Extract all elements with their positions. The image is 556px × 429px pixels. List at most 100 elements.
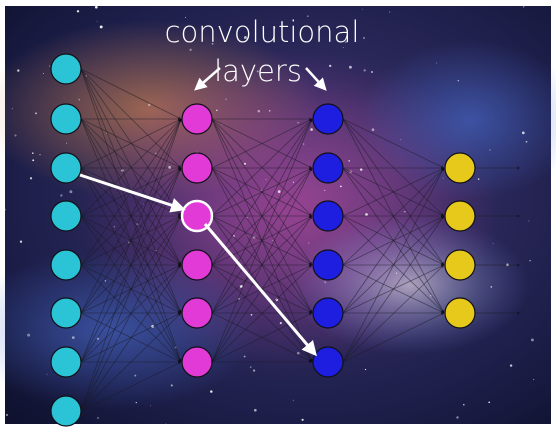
title-arrow-right (305, 67, 327, 91)
star (324, 189, 326, 191)
input-node (50, 53, 82, 85)
star (488, 401, 491, 404)
connection-line (342, 118, 445, 169)
star (395, 272, 398, 274)
connection-lines (80, 68, 521, 412)
star (32, 159, 35, 162)
star (97, 417, 99, 419)
star (310, 128, 313, 131)
connection-line (211, 312, 313, 363)
connection-line (211, 118, 313, 217)
star (457, 79, 460, 82)
conv1-node (181, 152, 213, 184)
star (243, 36, 247, 39)
connection-line (342, 215, 445, 363)
connection-line (342, 264, 445, 363)
connection-line (80, 361, 182, 412)
connection-line (80, 118, 182, 169)
star (49, 65, 51, 67)
connection-line (342, 167, 445, 314)
star (71, 336, 75, 339)
star (363, 37, 365, 39)
conv1-node (181, 103, 213, 135)
star (308, 242, 310, 244)
star (307, 15, 309, 17)
star (165, 422, 167, 424)
star (250, 314, 253, 316)
star (301, 418, 304, 421)
conv2-node (312, 249, 344, 281)
star (256, 70, 259, 73)
star (94, 5, 98, 9)
star (96, 21, 98, 23)
connection-line (211, 118, 313, 266)
star (35, 112, 37, 115)
title-arrow-left (194, 67, 221, 91)
highlight-arrow-2 (203, 223, 317, 357)
conv2-node (312, 200, 344, 232)
star (43, 73, 44, 74)
star (525, 140, 528, 143)
connection-line (80, 167, 182, 412)
connection-line (342, 167, 445, 266)
star (277, 190, 281, 193)
star (27, 333, 31, 337)
star (329, 64, 332, 68)
conv1-node (181, 249, 213, 281)
star (265, 178, 267, 180)
star (509, 364, 513, 367)
star (442, 177, 444, 179)
star (529, 259, 531, 262)
input-node (50, 346, 82, 378)
star (492, 243, 494, 245)
star (404, 211, 406, 213)
star (268, 109, 271, 112)
star (257, 109, 261, 113)
star (249, 366, 252, 368)
star (462, 403, 465, 406)
input-node (50, 297, 82, 329)
connection-line (80, 68, 182, 120)
star (436, 62, 438, 64)
conv2-node (312, 103, 344, 135)
star (32, 152, 34, 154)
star (272, 239, 274, 241)
star (19, 240, 23, 243)
star (113, 225, 116, 228)
output-node (444, 297, 476, 329)
conv1-node (181, 297, 213, 329)
star (522, 6, 525, 8)
star (348, 160, 350, 162)
network-nodes (50, 53, 476, 427)
connection-line (342, 167, 445, 217)
star (150, 405, 152, 407)
star (532, 378, 535, 381)
star (134, 374, 137, 377)
star (5, 413, 9, 417)
input-node (50, 103, 82, 135)
star (243, 355, 246, 358)
title-line-2: layers (214, 54, 302, 88)
star (39, 154, 41, 156)
star (46, 373, 48, 375)
connection-line (342, 312, 445, 363)
conv2-node (312, 152, 344, 184)
star (292, 181, 294, 183)
connection-line (80, 215, 182, 412)
connection-line (211, 215, 313, 363)
connection-line (211, 118, 313, 169)
star (4, 208, 6, 211)
star (253, 408, 257, 412)
star (530, 338, 534, 342)
connection-line (80, 118, 182, 412)
star (69, 190, 73, 194)
star (456, 416, 459, 419)
title-line-1: convolutional (165, 15, 360, 49)
star (364, 368, 367, 371)
star (11, 108, 13, 110)
connection-line (342, 167, 445, 363)
connection-line (211, 264, 313, 363)
star (273, 27, 276, 29)
